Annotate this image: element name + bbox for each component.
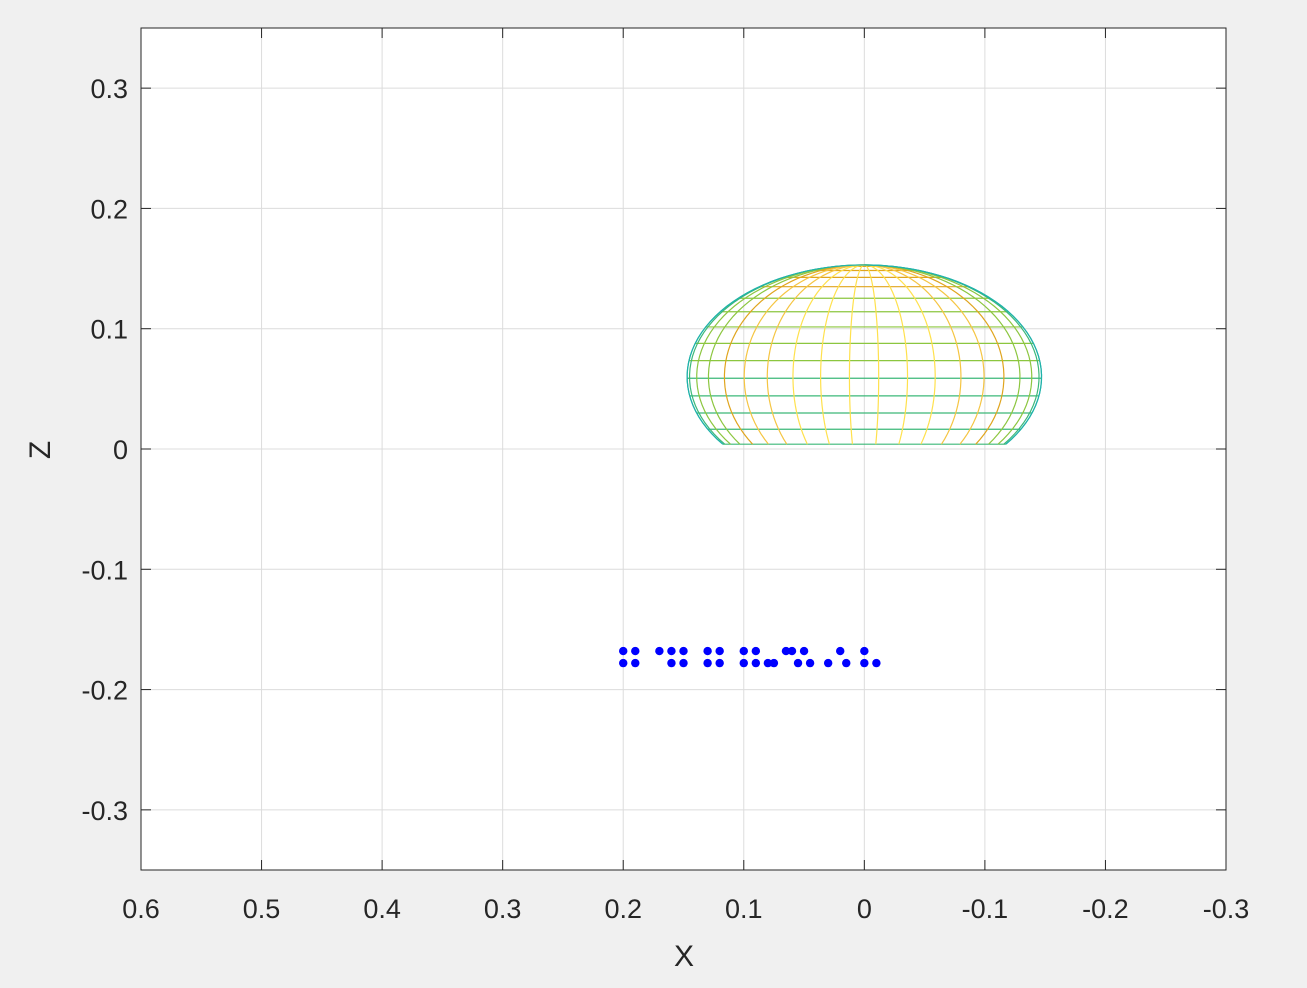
x-axis-label: X xyxy=(674,940,694,973)
surface-meridian-line xyxy=(766,264,865,445)
data-point xyxy=(781,646,791,656)
x-tick-label: 0.5 xyxy=(243,894,281,924)
x-tick-label: 0.6 xyxy=(122,894,160,924)
data-point xyxy=(805,658,815,668)
surface-meridian-line xyxy=(792,264,865,445)
surface-meridian-line xyxy=(864,264,880,445)
data-point xyxy=(860,658,869,668)
data-point xyxy=(842,658,851,668)
z-tick-label: -0.1 xyxy=(81,555,128,585)
data-point xyxy=(751,646,761,656)
data-point xyxy=(715,646,724,656)
data-point xyxy=(872,658,881,668)
x-tick-label: -0.1 xyxy=(962,894,1009,924)
data-point xyxy=(703,658,712,668)
surface-outline xyxy=(686,264,1043,445)
data-point xyxy=(679,658,688,668)
axis-ticks: 0.6 0.5 0.4 0.3 0.2 0.1 0 -0.1 -0.2 -0.3 0.3 0.2 0.1… xyxy=(81,28,1249,924)
surface-meridian-line xyxy=(820,264,865,445)
data-point xyxy=(619,658,628,668)
data-point xyxy=(823,658,833,668)
x-tick-label: 0.3 xyxy=(484,894,522,924)
data-point xyxy=(751,658,761,668)
surface-meridian-line xyxy=(723,264,865,445)
data-point xyxy=(836,646,845,656)
x-tick-label: 0.2 xyxy=(604,894,642,924)
x-tick-label: 0.4 xyxy=(363,894,401,924)
z-tick-label: 0.3 xyxy=(90,74,128,104)
surface-meridian-line xyxy=(864,264,985,445)
surface-meridian-line xyxy=(864,264,1033,445)
surface-meridian-line xyxy=(864,264,962,445)
surface-meridian-line xyxy=(696,264,865,445)
data-point xyxy=(739,646,748,656)
data-point xyxy=(787,646,797,656)
data-point xyxy=(655,646,664,656)
data-point xyxy=(739,658,748,668)
data-point xyxy=(631,658,640,668)
data-point xyxy=(763,658,773,668)
surface-meridian-line xyxy=(848,264,865,445)
surface-meridian-line xyxy=(743,264,865,445)
data-point xyxy=(799,646,809,656)
x-tick-label: -0.3 xyxy=(1203,894,1250,924)
z-tick-label: -0.3 xyxy=(81,796,128,826)
surface-meridian-line xyxy=(707,264,865,445)
data-point xyxy=(769,658,779,668)
scatter-points xyxy=(619,646,881,668)
data-point xyxy=(703,646,712,656)
surface-meridian-line xyxy=(864,264,909,445)
z-tick-label: 0.2 xyxy=(90,194,128,224)
data-point xyxy=(715,658,724,668)
z-tick-label: -0.2 xyxy=(81,676,128,706)
data-point xyxy=(860,646,869,656)
data-point xyxy=(619,646,628,656)
x-tick-label: -0.2 xyxy=(1082,894,1129,924)
surface-meridian-line xyxy=(864,264,1021,445)
z-tick-label: 0.1 xyxy=(90,315,128,345)
x-tick-label: 0.1 xyxy=(725,894,763,924)
data-point xyxy=(667,646,676,656)
data-point xyxy=(679,646,688,656)
data-point xyxy=(631,646,640,656)
z-tick-label: 0 xyxy=(113,435,128,465)
surface-meridian-line xyxy=(864,264,1005,445)
data-point xyxy=(793,658,803,668)
surface-meridian-line xyxy=(864,264,936,445)
data-point xyxy=(667,658,676,668)
x-tick-label: 0 xyxy=(857,894,872,924)
z-axis-label: Z xyxy=(24,441,57,459)
ellipsoid-surface xyxy=(686,264,1043,445)
